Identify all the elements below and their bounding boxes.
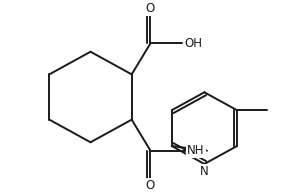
Text: O: O: [146, 179, 155, 192]
Text: N: N: [200, 165, 209, 178]
Text: NH: NH: [187, 144, 205, 157]
Text: OH: OH: [184, 37, 202, 50]
Text: O: O: [146, 2, 155, 15]
